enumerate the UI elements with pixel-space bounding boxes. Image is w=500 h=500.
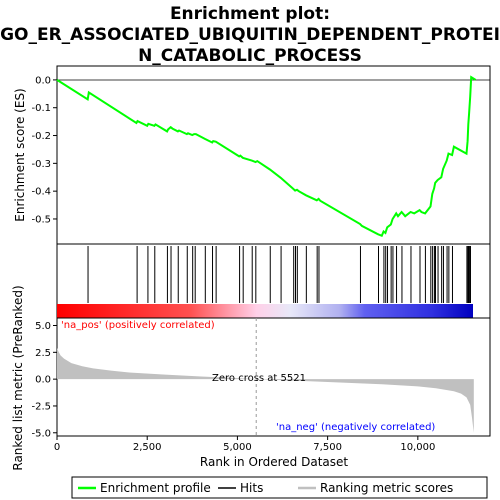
zero-cross-label: Zero cross at 5521 bbox=[212, 373, 306, 384]
ranking-metric-area bbox=[57, 348, 474, 433]
es-y-axis-label: Enrichment score (ES) bbox=[13, 88, 27, 221]
x-tick-label: 7,500 bbox=[313, 442, 342, 453]
title-line-2: GO_ER_ASSOCIATED_UBIQUITIN_DEPENDENT_PRO… bbox=[0, 25, 500, 45]
es-panel-frame bbox=[56, 65, 491, 245]
x-tick-label: 10,000 bbox=[400, 442, 435, 453]
ranked-metric-panel: 5.0 2.5 0.0 -2.5 -5.0 'na_pos' (positively c… bbox=[11, 285, 491, 471]
x-axis-label: Rank in Ordered Dataset bbox=[200, 455, 348, 469]
x-tick-label: 5,000 bbox=[223, 442, 252, 453]
hit-markers bbox=[87, 246, 472, 303]
metric-y-ticks: 5.0 2.5 0.0 -2.5 -5.0 bbox=[31, 321, 57, 439]
legend-frame bbox=[71, 476, 488, 499]
x-tick-label: 0 bbox=[54, 442, 60, 453]
legend: Enrichment profile Hits Ranking metric s… bbox=[71, 476, 488, 499]
es-y-tick-label: -0.1 bbox=[31, 103, 51, 114]
hits-panel bbox=[56, 243, 491, 319]
es-panel: 0.0 -0.1 -0.2 -0.3 -0.4 -0.5 Enrichment score… bbox=[13, 65, 491, 245]
rank-color-bar bbox=[57, 304, 473, 318]
metric-y-tick-label: 0.0 bbox=[35, 375, 51, 386]
legend-hits-label: Hits bbox=[240, 481, 263, 495]
title-line-1: Enrichment plot: bbox=[170, 4, 330, 24]
metric-y-tick-label: -5.0 bbox=[31, 428, 51, 439]
metric-y-tick-label: 5.0 bbox=[35, 321, 51, 332]
x-tick-label: 2,500 bbox=[133, 442, 162, 453]
es-y-tick-label: 0.0 bbox=[35, 75, 51, 86]
metric-y-tick-label: -2.5 bbox=[31, 401, 51, 412]
legend-ranking-label: Ranking metric scores bbox=[320, 481, 453, 495]
metric-y-axis-label: Ranked list metric (PreRanked) bbox=[11, 285, 25, 470]
title-line-3: N_CATABOLIC_PROCESS bbox=[138, 46, 362, 66]
metric-y-tick-label: 2.5 bbox=[35, 348, 51, 359]
enrichment-profile-line bbox=[56, 75, 477, 237]
es-y-tick-label: -0.3 bbox=[31, 159, 51, 170]
na-pos-label: 'na_pos' (positively correlated) bbox=[61, 320, 215, 331]
es-y-tick-label: -0.5 bbox=[31, 214, 51, 225]
na-neg-label: 'na_neg' (negatively correlated) bbox=[276, 422, 435, 433]
es-y-tick-label: -0.2 bbox=[31, 131, 51, 142]
x-ticks: 0 2,500 5,000 7,500 10,000 bbox=[54, 436, 435, 453]
legend-enrichment-label: Enrichment profile bbox=[100, 481, 211, 495]
es-y-ticks: 0.0 -0.1 -0.2 -0.3 -0.4 -0.5 bbox=[31, 75, 57, 225]
es-y-tick-label: -0.4 bbox=[31, 187, 51, 198]
